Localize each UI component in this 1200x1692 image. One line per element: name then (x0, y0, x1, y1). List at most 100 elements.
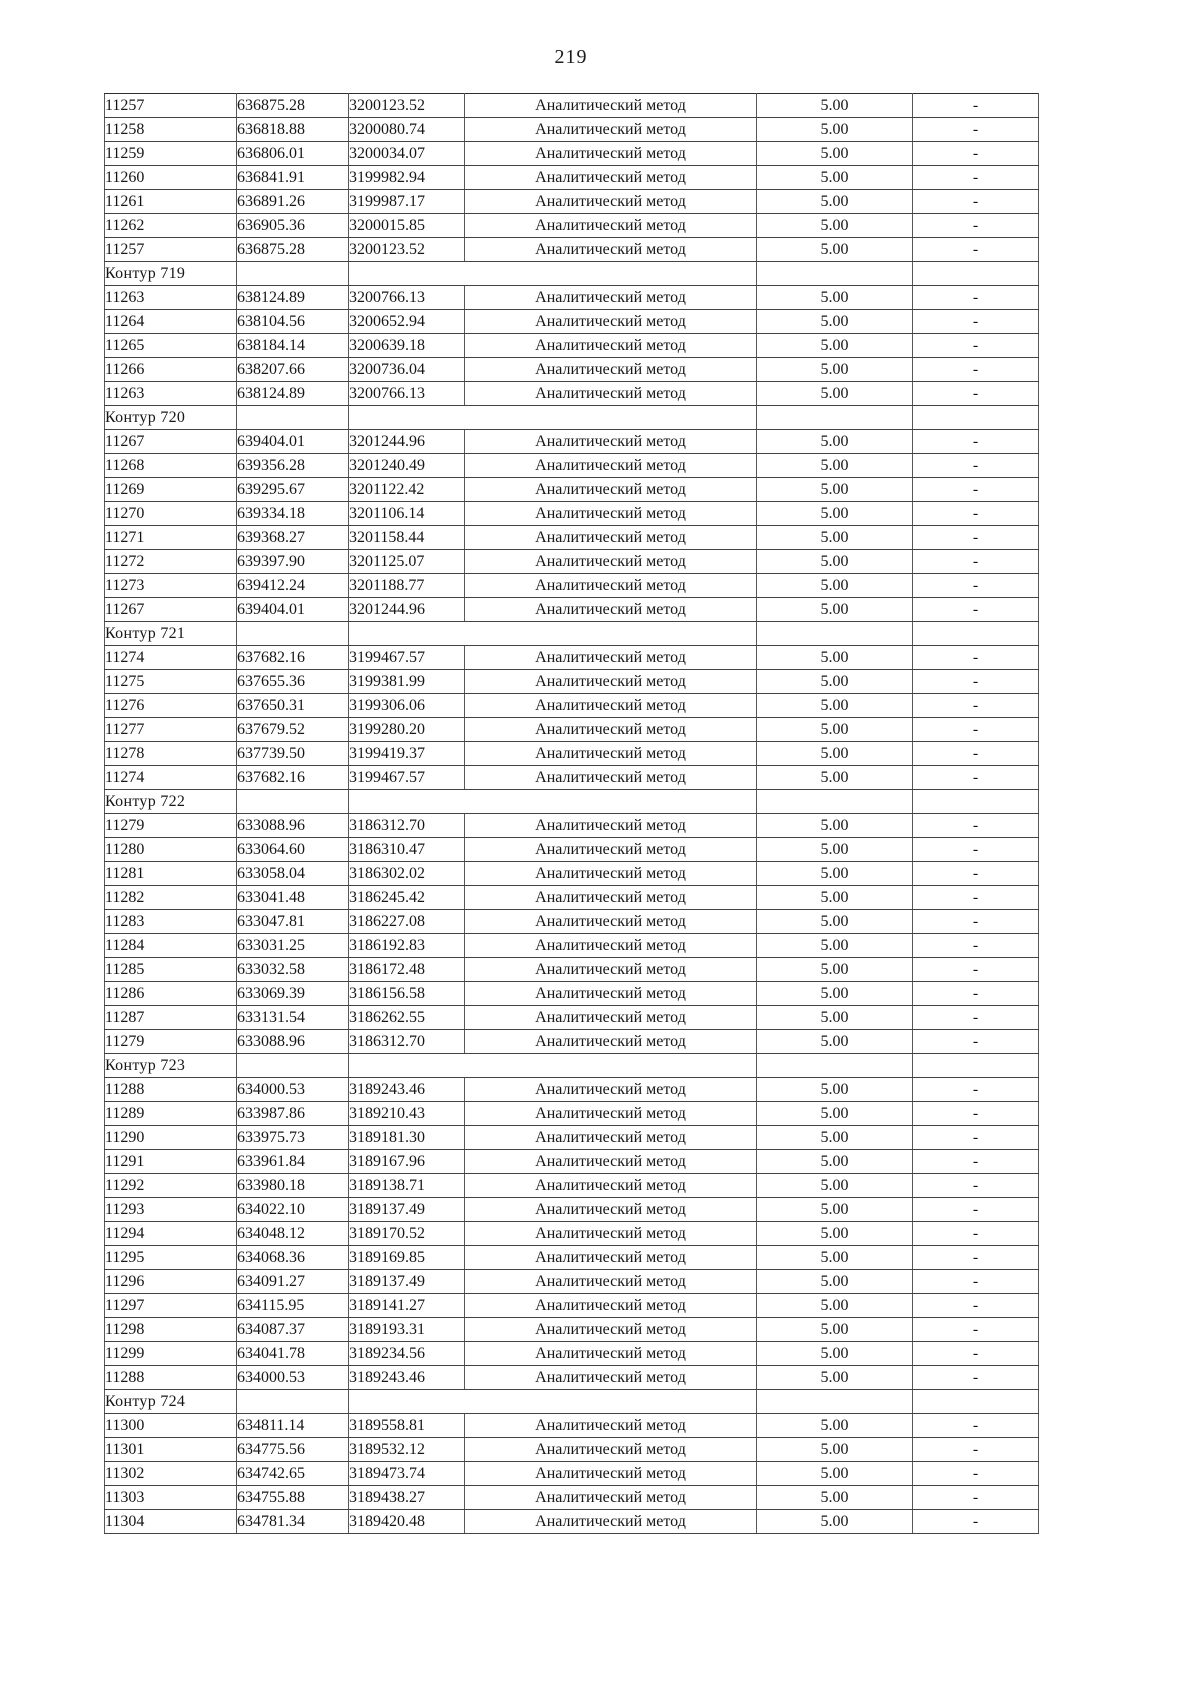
y-coordinate-cell: 3201188.77 (348, 573, 465, 598)
x-coordinate-cell: 633058.04 (236, 861, 349, 886)
method-cell: Аналитический метод (464, 1293, 757, 1318)
x-coordinate-cell: 633032.58 (236, 957, 349, 982)
dash-cell: - (912, 597, 1039, 622)
method-cell: Аналитический метод (464, 1173, 757, 1198)
y-coordinate-cell: 3199381.99 (348, 669, 465, 694)
section-label: Контур 721 (104, 621, 237, 646)
method-cell: Аналитический метод (464, 213, 757, 238)
point-number-cell: 11258 (104, 117, 237, 142)
point-row: 11271 639368.27 3201158.44 Аналитический ме… (104, 525, 1039, 550)
point-row: 11279 633088.96 3186312.70 Аналитический ме… (104, 1029, 1039, 1054)
y-coordinate-cell: 3189137.49 (348, 1269, 465, 1294)
point-number-cell: 11280 (104, 837, 237, 862)
dash-cell: - (912, 669, 1039, 694)
method-cell: Аналитический метод (464, 117, 757, 142)
method-cell: Аналитический метод (464, 837, 757, 862)
dash-cell: - (912, 453, 1039, 478)
method-cell: Аналитический метод (464, 1437, 757, 1462)
x-coordinate-cell: 639404.01 (236, 429, 349, 454)
x-coordinate-cell: 636905.36 (236, 213, 349, 238)
y-coordinate-cell: 3189532.12 (348, 1437, 465, 1462)
method-cell: Аналитический метод (464, 1077, 757, 1102)
dash-cell: - (912, 1437, 1039, 1462)
accuracy-cell: 5.00 (756, 669, 913, 694)
y-coordinate-cell: 3199306.06 (348, 693, 465, 718)
accuracy-cell: 5.00 (756, 1077, 913, 1102)
dash-cell: - (912, 1245, 1039, 1270)
empty-cell (756, 405, 913, 430)
y-coordinate-cell: 3199987.17 (348, 189, 465, 214)
section-label: Контур 719 (104, 261, 237, 286)
x-coordinate-cell: 633980.18 (236, 1173, 349, 1198)
method-cell: Аналитический метод (464, 477, 757, 502)
dash-cell: - (912, 1221, 1039, 1246)
point-row: 11284 633031.25 3186192.83 Аналитический ме… (104, 933, 1039, 958)
x-coordinate-cell: 634068.36 (236, 1245, 349, 1270)
section-row: Контур 721 (104, 621, 1039, 646)
section-row: Контур 723 (104, 1053, 1039, 1078)
point-number-cell: 11288 (104, 1365, 237, 1390)
empty-cell (236, 621, 349, 646)
accuracy-cell: 5.00 (756, 741, 913, 766)
x-coordinate-cell: 639404.01 (236, 597, 349, 622)
y-coordinate-cell: 3189420.48 (348, 1509, 465, 1534)
x-coordinate-cell: 634755.88 (236, 1485, 349, 1510)
empty-cell (912, 789, 1039, 814)
x-coordinate-cell: 633088.96 (236, 813, 349, 838)
point-number-cell: 11285 (104, 957, 237, 982)
method-cell: Аналитический метод (464, 909, 757, 934)
y-coordinate-cell: 3189170.52 (348, 1221, 465, 1246)
point-number-cell: 11295 (104, 1245, 237, 1270)
x-coordinate-cell: 639412.24 (236, 573, 349, 598)
point-row: 11262 636905.36 3200015.85 Аналитический ме… (104, 213, 1039, 238)
y-coordinate-cell: 3186312.70 (348, 1029, 465, 1054)
point-row: 11283 633047.81 3186227.08 Аналитический ме… (104, 909, 1039, 934)
point-number-cell: 11284 (104, 933, 237, 958)
x-coordinate-cell: 639356.28 (236, 453, 349, 478)
section-row: Контур 724 (104, 1389, 1039, 1414)
point-number-cell: 11304 (104, 1509, 237, 1534)
y-coordinate-cell: 3186262.55 (348, 1005, 465, 1030)
empty-cell (348, 1389, 757, 1414)
y-coordinate-cell: 3186192.83 (348, 933, 465, 958)
method-cell: Аналитический метод (464, 1461, 757, 1486)
x-coordinate-cell: 639334.18 (236, 501, 349, 526)
point-number-cell: 11272 (104, 549, 237, 574)
empty-cell (912, 1053, 1039, 1078)
x-coordinate-cell: 637655.36 (236, 669, 349, 694)
accuracy-cell: 5.00 (756, 813, 913, 838)
point-row: 11290 633975.73 3189181.30 Аналитический ме… (104, 1125, 1039, 1150)
method-cell: Аналитический метод (464, 381, 757, 406)
x-coordinate-cell: 634115.95 (236, 1293, 349, 1318)
y-coordinate-cell: 3186310.47 (348, 837, 465, 862)
method-cell: Аналитический метод (464, 1029, 757, 1054)
y-coordinate-cell: 3189438.27 (348, 1485, 465, 1510)
x-coordinate-cell: 636818.88 (236, 117, 349, 142)
dash-cell: - (912, 957, 1039, 982)
x-coordinate-cell: 637679.52 (236, 717, 349, 742)
method-cell: Аналитический метод (464, 957, 757, 982)
point-number-cell: 11274 (104, 645, 237, 670)
y-coordinate-cell: 3200015.85 (348, 213, 465, 238)
point-row: 11281 633058.04 3186302.02 Аналитический ме… (104, 861, 1039, 886)
section-label: Контур 720 (104, 405, 237, 430)
point-row: 11288 634000.53 3189243.46 Аналитический ме… (104, 1077, 1039, 1102)
accuracy-cell: 5.00 (756, 1221, 913, 1246)
dash-cell: - (912, 1029, 1039, 1054)
y-coordinate-cell: 3200123.52 (348, 93, 465, 118)
accuracy-cell: 5.00 (756, 429, 913, 454)
dash-cell: - (912, 1101, 1039, 1126)
point-row: 11301 634775.56 3189532.12 Аналитический ме… (104, 1437, 1039, 1462)
x-coordinate-cell: 638104.56 (236, 309, 349, 334)
y-coordinate-cell: 3189167.96 (348, 1149, 465, 1174)
method-cell: Аналитический метод (464, 1149, 757, 1174)
point-number-cell: 11278 (104, 741, 237, 766)
x-coordinate-cell: 633064.60 (236, 837, 349, 862)
accuracy-cell: 5.00 (756, 645, 913, 670)
dash-cell: - (912, 429, 1039, 454)
empty-cell (348, 789, 757, 814)
dash-cell: - (912, 1413, 1039, 1438)
accuracy-cell: 5.00 (756, 549, 913, 574)
dash-cell: - (912, 741, 1039, 766)
point-number-cell: 11264 (104, 309, 237, 334)
